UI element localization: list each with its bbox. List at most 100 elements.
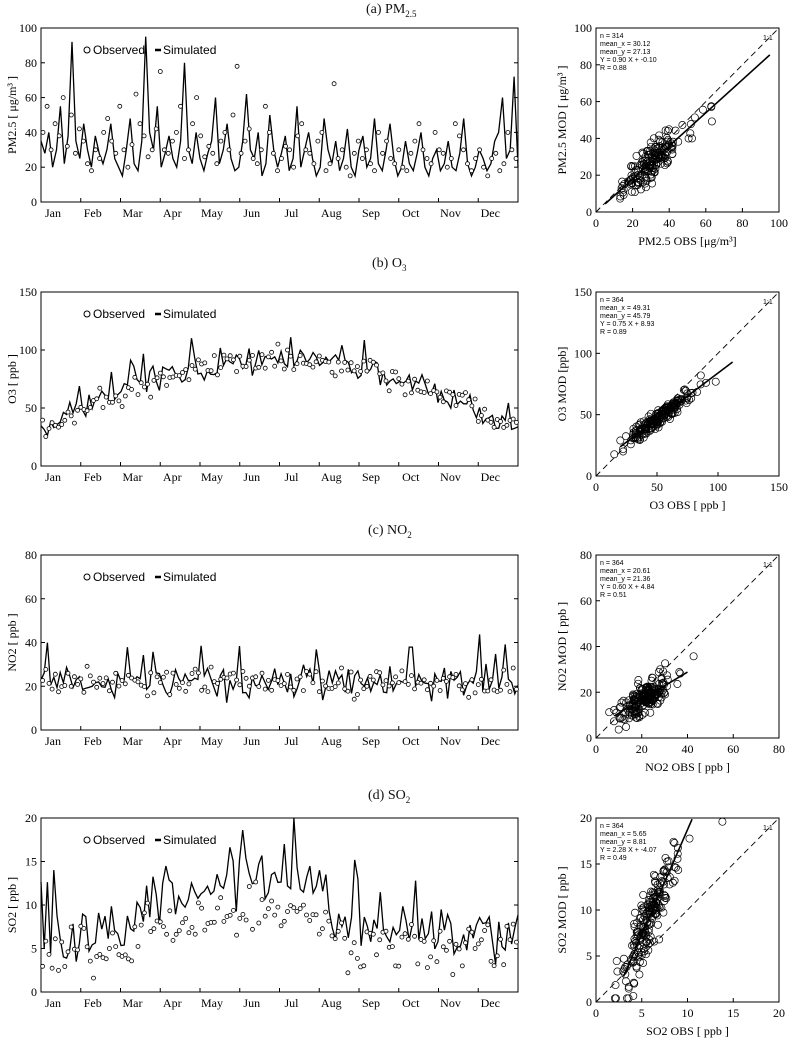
ts-point-observed <box>218 365 224 371</box>
ts-point-observed <box>402 392 408 398</box>
sc-point <box>671 126 680 135</box>
ts-x-tick-label: Apr <box>163 206 182 220</box>
ts-point-observed <box>208 664 214 670</box>
ts-point-observed <box>389 680 395 686</box>
ts-point-observed <box>420 147 426 153</box>
sc-point <box>633 714 642 723</box>
ts-point-observed <box>380 682 386 688</box>
ts-point-observed <box>52 936 58 942</box>
sc-point <box>655 131 664 140</box>
sc-point <box>631 908 639 917</box>
sc-point <box>646 708 655 717</box>
scatter-chart-c: 00 20 20 40 40 60 60 80 80 NO2 OBS [ ppb ] NO2 MOD… <box>555 548 785 774</box>
sc-x-tick-label: 5 <box>639 1006 645 1020</box>
ts-point-observed <box>243 917 249 923</box>
ts-point-observed <box>250 156 256 161</box>
ts-x-tick-label: Feb <box>84 470 102 484</box>
ts-point-observed <box>459 687 465 693</box>
ts-point-observed <box>342 359 348 365</box>
ts-point-observed <box>103 956 109 962</box>
sc-stat-line: n = 314 <box>600 33 624 40</box>
sc-point <box>640 939 649 948</box>
ts-point-observed <box>164 669 170 675</box>
ts-point-observed <box>463 681 468 686</box>
sc-y-tick-label: 100 <box>574 346 592 360</box>
ts-point-observed <box>432 129 438 135</box>
ts-x-tick-label: Jul <box>284 996 299 1010</box>
ts-point-observed <box>75 682 80 687</box>
sc-regression-line <box>613 671 688 717</box>
ts-point-observed <box>297 906 303 911</box>
ts-y-tick-label: 80 <box>25 56 37 70</box>
ts-point-observed <box>199 687 205 693</box>
sc-point <box>610 450 619 459</box>
ts-point-observed <box>97 952 103 957</box>
sc-y-tick-label: 40 <box>580 131 592 145</box>
ts-point-observed <box>40 417 45 423</box>
ts-point-observed <box>110 399 115 405</box>
ts-point-observed <box>416 121 422 127</box>
sc-stat-line: n = 364 <box>600 823 624 830</box>
sc-y-tick-label: 20 <box>580 168 592 182</box>
ts-point-observed <box>285 347 290 353</box>
ts-x-tick-label: Feb <box>84 996 102 1010</box>
sc-one-to-one-line <box>595 554 780 739</box>
ts-point-observed <box>440 150 446 156</box>
ts-point-observed <box>345 688 351 694</box>
sc-x-tick-label: 150 <box>770 480 788 494</box>
ts-point-observed <box>250 352 255 358</box>
legend-observed-marker <box>83 46 91 54</box>
ts-point-observed <box>342 686 348 692</box>
ts-point-observed <box>319 926 325 932</box>
ts-point-observed <box>509 147 515 153</box>
ts-x-tick-label: Aug <box>321 734 342 748</box>
ts-point-observed <box>221 352 227 358</box>
sc-point <box>636 914 644 923</box>
ts-point-observed <box>195 357 201 363</box>
ts-point-observed <box>246 357 252 363</box>
ts-point-observed <box>316 689 322 695</box>
ts-point-observed <box>145 900 150 906</box>
sc-point <box>619 715 628 724</box>
ts-point-observed <box>62 683 68 688</box>
ts-point-observed <box>421 677 427 683</box>
ts-point-observed <box>110 679 115 685</box>
ts-x-tick-label: Jun <box>243 470 260 484</box>
ts-point-observed <box>180 920 185 926</box>
ts-point-observed <box>230 908 236 913</box>
ts-point-observed <box>412 933 418 939</box>
ts-point-observed <box>265 906 271 912</box>
sc-point <box>644 940 653 949</box>
ts-point-observed <box>304 669 309 674</box>
ts-point-observed <box>151 926 157 932</box>
ts-y-axis-label: SO2 [ ppb ] <box>5 877 19 933</box>
ts-point-observed <box>208 368 214 374</box>
ts-point-observed <box>364 368 370 374</box>
sc-point <box>624 982 633 991</box>
sc-point <box>648 673 657 682</box>
ts-point-observed <box>310 680 316 686</box>
title-b: (b) O3 <box>372 256 407 273</box>
ts-point-observed <box>469 403 475 409</box>
ts-point-observed <box>436 147 442 153</box>
sc-point <box>620 715 629 724</box>
ts-point-observed <box>485 688 491 694</box>
ts-point-observed <box>48 147 54 153</box>
sc-point <box>698 105 707 114</box>
ts-point-observed <box>253 674 259 680</box>
sc-point <box>616 192 625 201</box>
sc-point <box>626 440 635 449</box>
ts-point-observed <box>412 138 418 144</box>
sc-point <box>654 668 663 677</box>
ts-point-observed <box>101 129 107 135</box>
sc-point <box>653 920 662 929</box>
sc-x-axis-label: PM2.5 OBS [μg/m³] <box>638 234 736 248</box>
sc-stat-line: Y = 0.60 X + 4.84 <box>600 584 654 591</box>
sc-point <box>641 429 650 438</box>
sc-point <box>634 707 643 716</box>
ts-point-observed <box>383 378 389 384</box>
ts-point-observed <box>240 912 246 917</box>
sc-point <box>654 135 663 144</box>
ts-y-tick-label: 15 <box>25 855 37 869</box>
ts-x-tick-label: Oct <box>402 734 420 748</box>
